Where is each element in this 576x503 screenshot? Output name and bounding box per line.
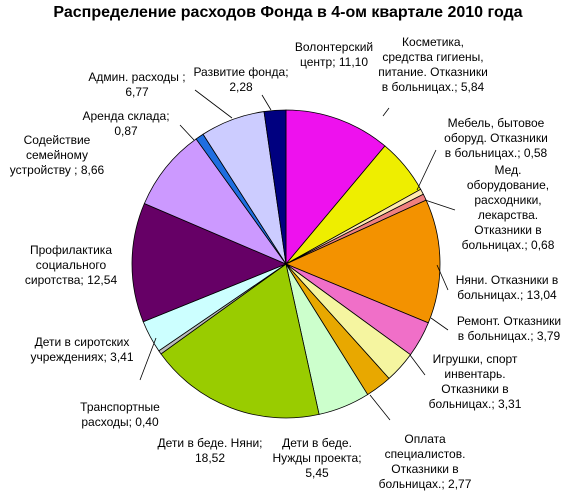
leader-line <box>424 199 456 211</box>
leader-line <box>416 149 437 191</box>
slice-data-label: Транспортные расходы; 0,40 <box>80 400 160 429</box>
pie-slice <box>160 263 320 419</box>
slice-data-label: Профилактика социального сиротства; 12,54 <box>25 243 118 287</box>
leader-line <box>369 394 391 421</box>
pie-slice <box>284 199 441 324</box>
leader-line <box>261 94 272 111</box>
slice-data-label: Мебель, бытовое оборуд. Отказники в больни… <box>444 116 548 160</box>
slice-data-label: Волонтерский центр; 11,10 <box>295 40 373 69</box>
slice-data-label: Аренда склада; 0,87 <box>82 109 169 138</box>
slice-data-label: Дети в сиротских учреждениях; 3,41 <box>30 335 133 364</box>
slice-data-label: Косметика, средства гигиены, питание. Отка… <box>378 35 488 94</box>
pie-slice <box>285 109 386 266</box>
leader-line <box>194 89 233 119</box>
slice-data-label: Оплата специалистов. Отказники в больницах.… <box>379 432 472 491</box>
pie-slice <box>143 138 288 265</box>
slice-data-label: Дети в беде. Няни; 18,52 <box>158 436 263 465</box>
leader-line <box>409 354 426 376</box>
slice-data-label: Содействие семейному устройству ; 8,66 <box>10 133 105 177</box>
pie-slice <box>263 109 287 265</box>
leader-line <box>430 317 449 331</box>
slice-data-label: Няни. Отказники в больницах.; 13,04 <box>456 273 559 302</box>
leader-line <box>382 107 390 117</box>
leader-line <box>179 124 195 141</box>
slice-data-label: Развитие фонда; 2,28 <box>193 65 288 94</box>
slice-data-label: Ремонт. Отказники в больницах.; 3,79 <box>457 314 561 343</box>
pie-slice <box>131 203 288 323</box>
leader-line <box>436 264 449 291</box>
slice-data-label: Мед. оборудование, расходники, лекарства. От… <box>462 163 555 252</box>
slice-data-label: Игрушки, спорт инвентарь. Отказники в больн… <box>429 352 522 411</box>
leader-line <box>139 337 157 381</box>
slice-data-label: Дети в беде. Нужды проекта; 5,45 <box>272 436 361 480</box>
slice-data-label: Админ. расходы ; 6,77 <box>88 70 185 99</box>
chart-title: Распределение расходов Фонда в 4-ом квар… <box>53 4 523 21</box>
